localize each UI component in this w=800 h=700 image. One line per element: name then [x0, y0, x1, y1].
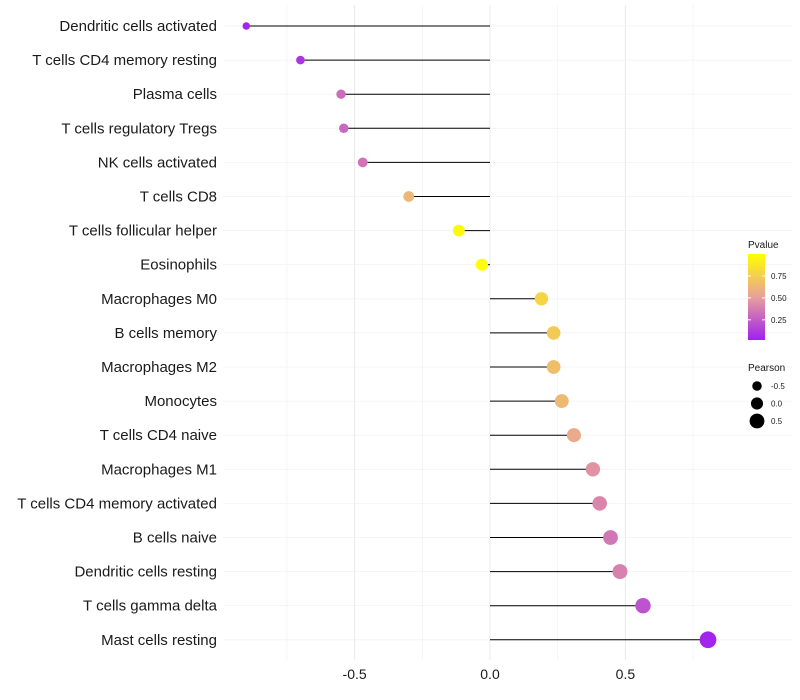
- pearson-legend-title: Pearson: [748, 363, 785, 374]
- pvalue-colorbar: [748, 254, 765, 340]
- lollipop-point: [296, 55, 305, 65]
- pvalue-legend-label: 0.25: [771, 316, 787, 325]
- lollipop-point: [699, 631, 717, 649]
- lollipop-point: [612, 564, 628, 580]
- category-label: T cells gamma delta: [83, 598, 218, 615]
- lollipop-point: [475, 258, 488, 271]
- lollipop-point: [566, 428, 581, 443]
- x-axis-labels: -0.5 0.0 0.5: [343, 666, 636, 682]
- category-label: T cells regulatory Tregs: [61, 120, 217, 137]
- pvalue-legend-label: 0.75: [771, 272, 787, 281]
- category-label: Plasma cells: [133, 86, 217, 103]
- pvalue-legend-label: 0.50: [771, 294, 787, 303]
- category-label: T cells follicular helper: [69, 223, 217, 240]
- category-label: Dendritic cells resting: [74, 564, 217, 581]
- lollipop-point: [592, 496, 607, 511]
- x-tick-label: 0.5: [616, 666, 636, 682]
- lollipop-point: [403, 191, 415, 202]
- lollipop-point: [242, 22, 251, 30]
- category-label: Eosinophils: [140, 257, 217, 274]
- lollipop-point: [339, 123, 349, 134]
- category-label: Monocytes: [144, 393, 217, 410]
- legend: Pvalue 0.75 0.50 0.25 Pearson -0.5 0.0 0.5: [748, 240, 787, 429]
- lollipop-point: [546, 360, 561, 374]
- lollipop-point: [585, 462, 601, 477]
- category-label: Macrophages M1: [101, 461, 217, 478]
- category-label: T cells CD4 memory resting: [32, 52, 217, 69]
- pearson-legend-label: -0.5: [771, 382, 785, 391]
- category-label: B cells naive: [133, 530, 217, 547]
- category-label: Dendritic cells activated: [59, 18, 217, 35]
- category-label: T cells CD8: [140, 189, 217, 206]
- x-tick-label: 0.0: [480, 666, 500, 682]
- pearson-legend-label: 0.0: [771, 400, 783, 409]
- category-label: Macrophages M0: [101, 291, 217, 308]
- lollipop-point: [336, 89, 346, 99]
- lollipop-point: [554, 394, 569, 409]
- y-axis-labels: Dendritic cells activated T cells CD4 mem…: [17, 18, 217, 649]
- category-label: B cells memory: [114, 325, 217, 342]
- points: [242, 22, 717, 649]
- category-label: Macrophages M2: [101, 359, 217, 376]
- pearson-legend-dot: [750, 397, 764, 410]
- lollipop-point: [357, 157, 368, 168]
- pearson-legend-dot: [752, 381, 762, 391]
- lollipop-point: [534, 292, 549, 306]
- pearson-keys: -0.5 0.0 0.5: [749, 381, 785, 429]
- x-tick-label: -0.5: [343, 666, 367, 682]
- lollipop-point: [546, 326, 561, 340]
- pearson-legend-label: 0.5: [771, 417, 783, 426]
- pvalue-ticks: 0.75 0.50 0.25: [748, 272, 787, 325]
- lollipop-point: [452, 224, 465, 237]
- stems: [246, 25, 708, 641]
- category-label: Mast cells resting: [101, 632, 217, 649]
- category-label: T cells CD4 memory activated: [17, 495, 217, 512]
- category-label: T cells CD4 naive: [100, 427, 217, 444]
- category-label: NK cells activated: [98, 154, 217, 171]
- lollipop-point: [603, 530, 618, 545]
- pvalue-legend-title: Pvalue: [748, 240, 779, 251]
- lollipop-point: [635, 597, 651, 614]
- pearson-legend-dot: [749, 413, 765, 429]
